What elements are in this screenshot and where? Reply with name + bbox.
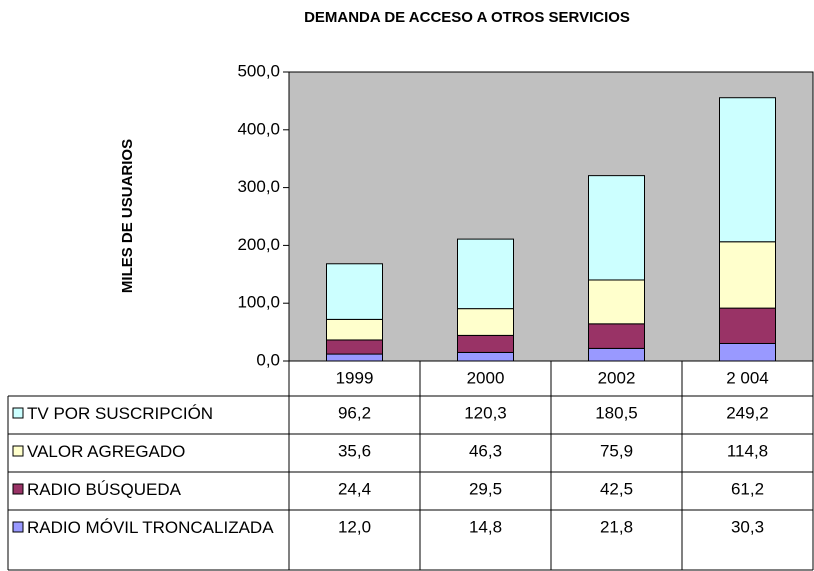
value-label: 75,9 — [600, 441, 633, 460]
value-label: 30,3 — [731, 517, 764, 536]
bar-segment — [326, 339, 383, 355]
value-label: 12,0 — [338, 517, 371, 536]
bar-segment — [457, 308, 514, 336]
value-label: 114,8 — [727, 441, 768, 460]
value-label: 61,2 — [731, 479, 764, 498]
bar-segment — [719, 342, 776, 362]
bar-segment — [588, 279, 645, 325]
legend-swatch — [12, 521, 24, 533]
bar-segment — [457, 238, 514, 310]
y-tick-label: 500,0 — [237, 61, 280, 80]
y-axis-label: MILES DE USUARIOS — [119, 139, 136, 293]
y-tick-label: 0,0 — [256, 350, 280, 369]
bar-segment — [326, 353, 383, 362]
legend-swatch — [12, 407, 24, 419]
value-label: 21,8 — [600, 517, 633, 536]
value-label: 42,5 — [600, 479, 633, 498]
x-tick-label: 1999 — [336, 368, 374, 387]
bar-segment — [719, 307, 776, 344]
y-tick-label: 400,0 — [237, 119, 280, 138]
legend-label: RADIO BÚSQUEDA — [27, 480, 181, 499]
bar-segment — [326, 263, 383, 320]
value-label: 249,2 — [726, 403, 769, 422]
value-label: 14,8 — [469, 517, 502, 536]
bar-segment — [457, 351, 514, 362]
legend-swatch — [12, 483, 24, 495]
bar-segment — [719, 241, 776, 309]
legend-label: RADIO MÓVIL TRONCALIZADA — [27, 518, 274, 537]
value-label: 35,6 — [338, 441, 371, 460]
x-tick-label: 2000 — [467, 368, 505, 387]
bar-segment — [457, 334, 514, 353]
y-tick-label: 200,0 — [237, 235, 280, 254]
bar-segment — [719, 97, 776, 243]
x-tick-label: 2002 — [598, 368, 636, 387]
bar-segment — [588, 175, 645, 281]
value-label: 96,2 — [338, 403, 371, 422]
legend-swatch — [12, 445, 24, 457]
bar-segment — [588, 347, 645, 362]
bar-segment — [588, 323, 645, 349]
legend-label: TV POR SUSCRIPCIÓN — [27, 404, 214, 423]
chart-title: DEMANDA DE ACCESO A OTROS SERVICIOS — [304, 9, 630, 26]
x-tick-label: 2 004 — [726, 368, 769, 387]
value-label: 180,5 — [595, 403, 638, 422]
value-label: 29,5 — [469, 479, 502, 498]
bar-segment — [326, 318, 383, 341]
value-label: 46,3 — [469, 441, 502, 460]
y-tick-label: 100,0 — [237, 293, 280, 312]
y-tick-label: 300,0 — [237, 177, 280, 196]
legend-label: VALOR AGREGADO — [27, 442, 186, 461]
value-label: 24,4 — [338, 479, 371, 498]
value-label: 120,3 — [464, 403, 507, 422]
